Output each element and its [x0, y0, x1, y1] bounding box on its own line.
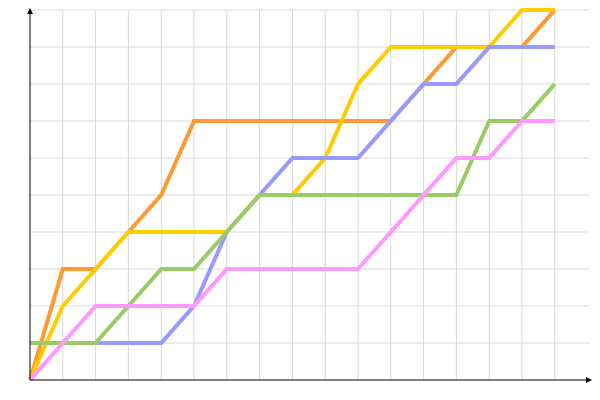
x-axis-arrow-icon — [586, 377, 592, 383]
series-lines — [28, 8, 557, 382]
y-axis-arrow-icon — [27, 8, 33, 14]
series-line-3 — [30, 45, 555, 345]
series-line-5 — [28, 119, 555, 382]
axes — [27, 8, 592, 383]
